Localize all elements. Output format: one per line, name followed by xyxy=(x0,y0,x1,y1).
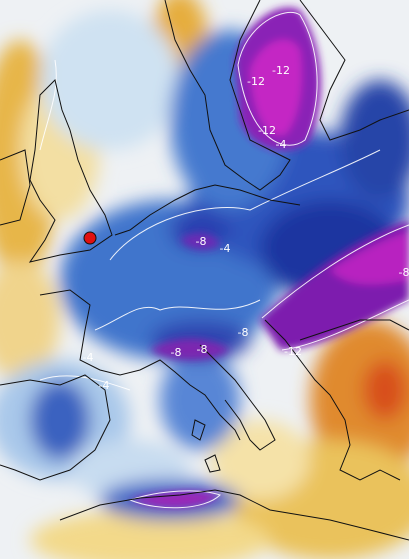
location-marker xyxy=(83,231,97,245)
contour-labels: -12-12-12-4-8-4-8-8-8 -8 -12-4-4 xyxy=(83,64,409,392)
contour-label: -4 xyxy=(276,138,287,151)
contour-label: -12 xyxy=(284,345,302,358)
contour-label: -12 xyxy=(258,124,276,137)
contour-label: -12 xyxy=(247,75,265,88)
contour-label: -8 xyxy=(196,235,207,248)
contour-label: -8 xyxy=(238,326,249,339)
contour-label: -8 xyxy=(399,266,409,279)
contour-label: -12 xyxy=(272,64,290,77)
contour-label: -8 xyxy=(197,343,208,356)
contour-label: -4 xyxy=(83,351,94,364)
isotherms xyxy=(39,11,409,509)
coastlines xyxy=(0,0,409,541)
cold-core xyxy=(130,7,409,508)
contour-label: -4 xyxy=(220,242,231,255)
contour-label: -4 xyxy=(99,379,110,392)
contour-label: -8 xyxy=(171,346,182,359)
